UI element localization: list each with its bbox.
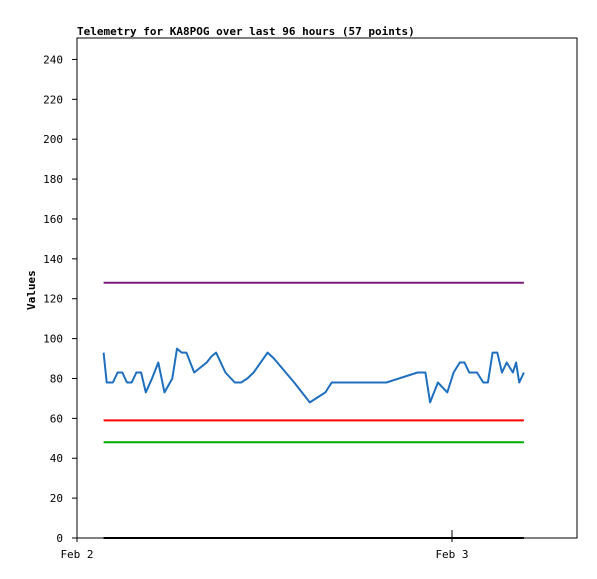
- y-tick-label: 220: [43, 93, 63, 106]
- y-tick-label: 20: [50, 492, 63, 505]
- y-tick-label: 100: [43, 333, 63, 346]
- y-tick-label: 60: [50, 412, 63, 425]
- y-tick-label: 120: [43, 293, 63, 306]
- x-axis: Feb 2 Feb 3: [60, 530, 469, 561]
- series-group: [102, 281, 525, 539]
- y-axis: 0 20 40 60 80 100 120 140 160 180 200 220 240: [43, 53, 77, 545]
- x-tick-label: Feb 3: [435, 548, 468, 561]
- plot-frame: [76, 37, 578, 539]
- y-tick-label: 140: [43, 253, 63, 266]
- y-tick-label: 200: [43, 133, 63, 146]
- series-line-4: [102, 347, 525, 404]
- y-tick-label: 160: [43, 213, 63, 226]
- y-tick-label: 240: [43, 53, 63, 66]
- y-tick-label: 40: [50, 452, 63, 465]
- y-tick-label: 80: [50, 372, 63, 385]
- chart-title: Telemetry for KA8POG over last 96 hours …: [77, 25, 415, 38]
- y-tick-label: 0: [56, 532, 63, 545]
- y-axis-label: Values: [25, 270, 38, 310]
- x-tick-label: Feb 2: [60, 548, 93, 561]
- y-tick-label: 180: [43, 173, 63, 186]
